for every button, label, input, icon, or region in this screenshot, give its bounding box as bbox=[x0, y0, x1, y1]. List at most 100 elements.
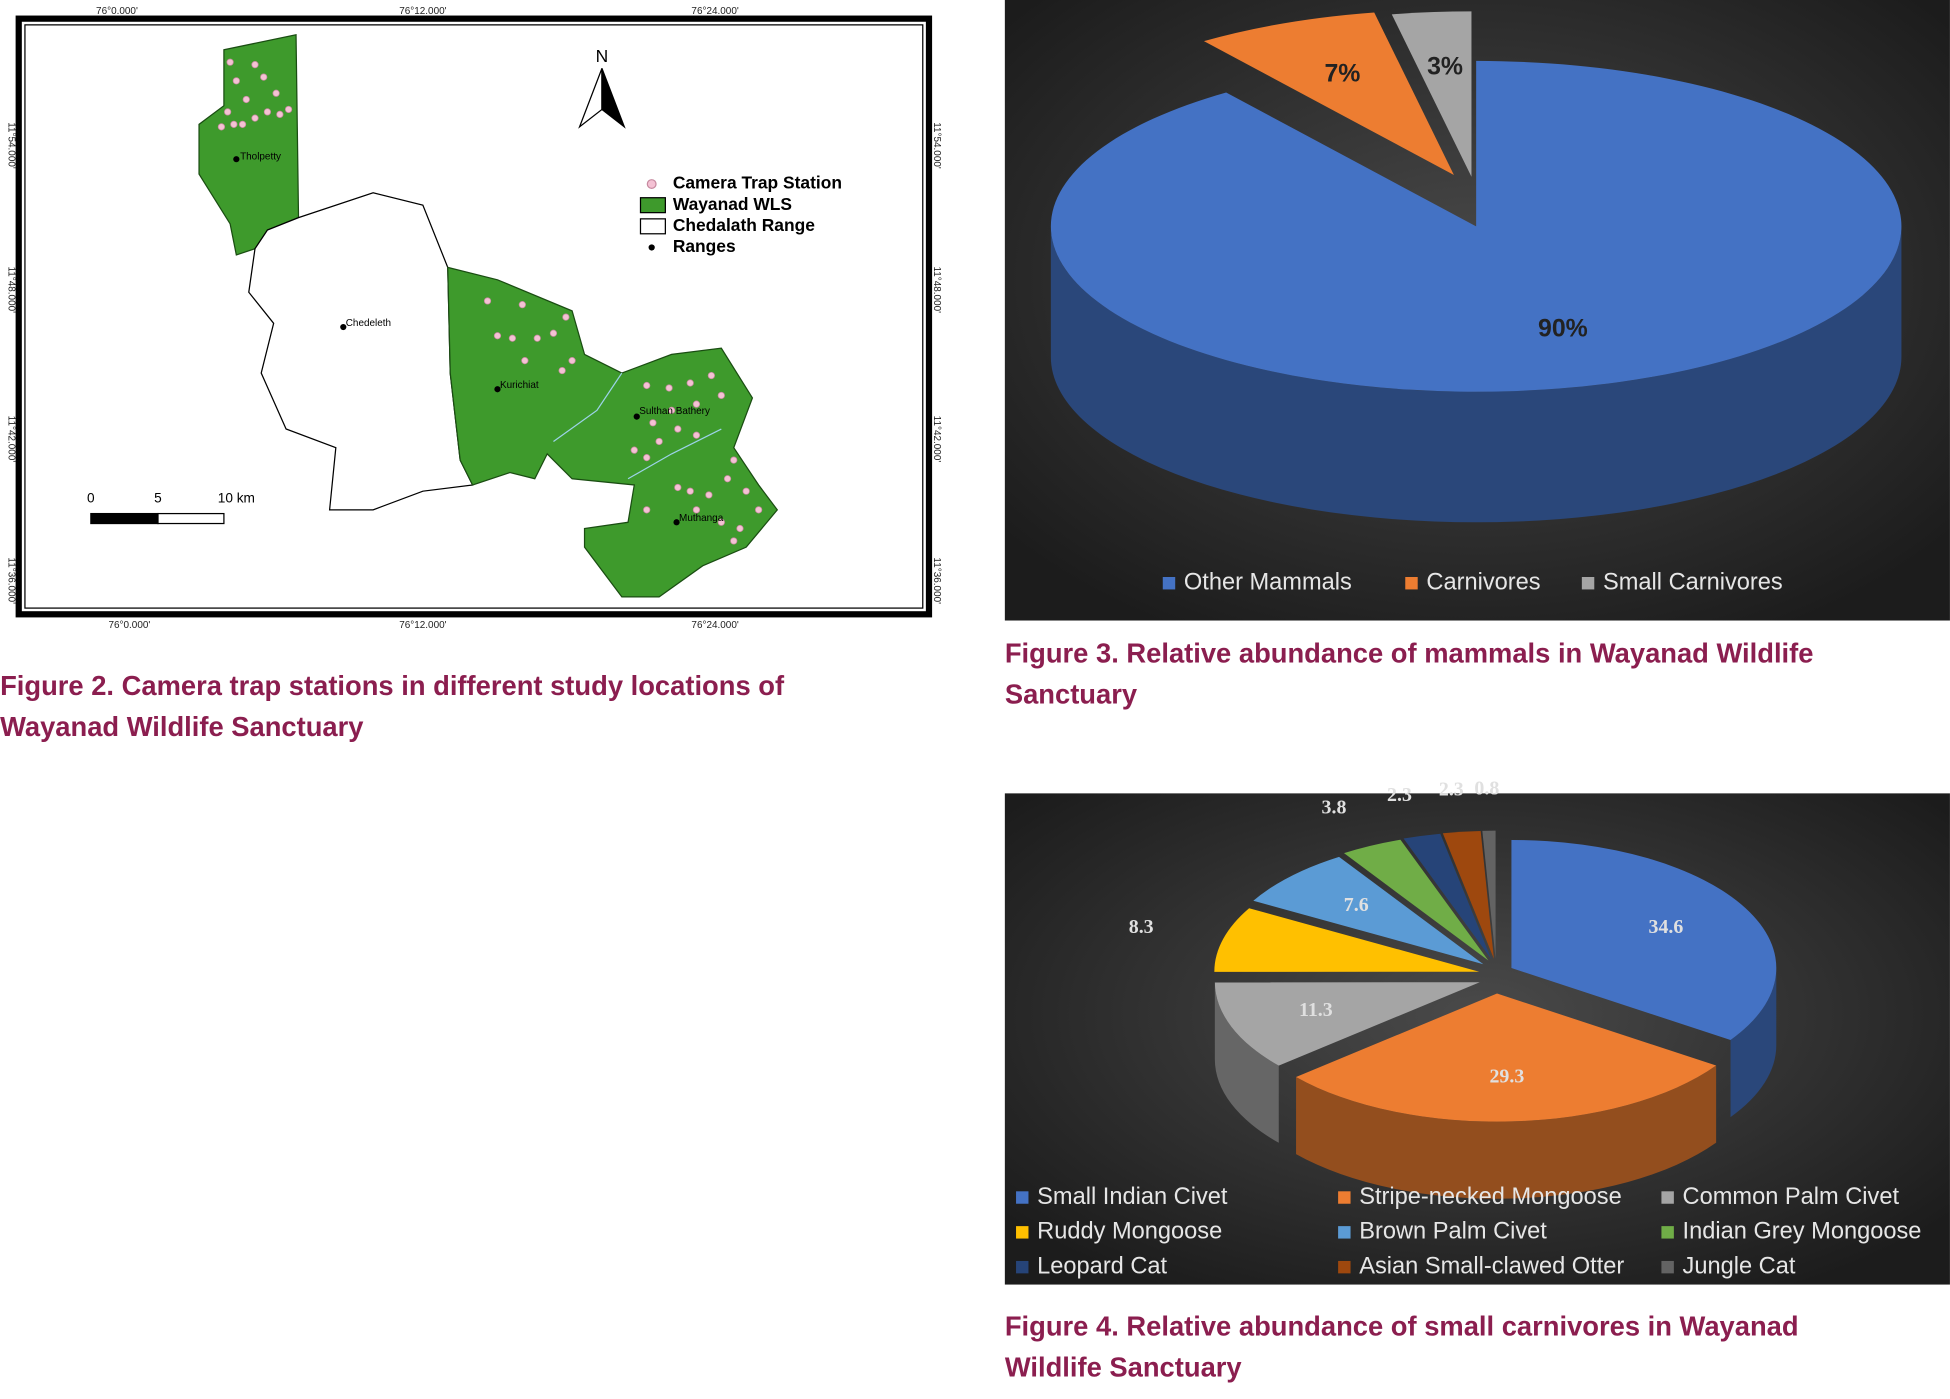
caption: Wildlife Sanctuary bbox=[1005, 1351, 1243, 1382]
north-label: N bbox=[596, 46, 609, 66]
legend-dot bbox=[647, 180, 656, 189]
legend-swatch bbox=[1582, 577, 1594, 589]
camera-trap bbox=[239, 121, 245, 127]
data-label: 2.3 bbox=[1439, 779, 1464, 801]
legend-label: Ruddy Mongoose bbox=[1037, 1219, 1222, 1245]
legend-swatch bbox=[1163, 577, 1175, 589]
caption: Figure 2. Camera trap stations in differ… bbox=[0, 670, 785, 701]
data-label: 0.8 bbox=[1474, 777, 1499, 799]
legend-label: Indian Grey Mongoose bbox=[1683, 1219, 1922, 1245]
data-label: 3.8 bbox=[1322, 796, 1347, 818]
camera-trap bbox=[724, 476, 730, 482]
camera-trap bbox=[675, 426, 681, 432]
lat-label: 11°48.000' bbox=[6, 266, 17, 313]
data-label: 7% bbox=[1324, 59, 1360, 87]
scale-label: 5 bbox=[154, 490, 162, 505]
camera-trap bbox=[260, 74, 266, 80]
data-label: 7.6 bbox=[1344, 894, 1369, 916]
legend-swatch bbox=[640, 198, 665, 213]
map-legend-label: Chedalath Range bbox=[673, 215, 815, 235]
data-label: 90% bbox=[1538, 315, 1588, 343]
camera-trap bbox=[666, 385, 672, 391]
camera-trap bbox=[285, 106, 291, 112]
data-label: 11.3 bbox=[1299, 999, 1333, 1021]
place-label: Kurichiat bbox=[500, 380, 539, 391]
data-label: 29.3 bbox=[1489, 1066, 1524, 1088]
legend-label: Carnivores bbox=[1426, 569, 1540, 595]
data-label: 8.3 bbox=[1129, 916, 1154, 938]
camera-trap bbox=[755, 507, 761, 513]
map-legend-label: Camera Trap Station bbox=[673, 173, 842, 193]
legend-label: Other Mammals bbox=[1184, 569, 1352, 595]
caption: Wayanad Wildlife Sanctuary bbox=[0, 711, 364, 742]
camera-trap bbox=[687, 380, 693, 386]
lat-label: 11°42.000' bbox=[931, 416, 942, 463]
map-legend-label: Wayanad WLS bbox=[673, 194, 792, 214]
legend-swatch bbox=[1661, 1191, 1673, 1203]
scale-label: 0 bbox=[87, 490, 95, 505]
camera-trap bbox=[534, 335, 540, 341]
place-label: Tholpetty bbox=[240, 151, 281, 162]
caption: Figure 3. Relative abundance of mammals … bbox=[1005, 638, 1814, 669]
camera-trap bbox=[693, 432, 699, 438]
camera-trap bbox=[509, 335, 515, 341]
camera-trap bbox=[631, 447, 637, 453]
camera-trap bbox=[743, 488, 749, 494]
lon-label: 76°24.000' bbox=[691, 620, 738, 631]
camera-trap bbox=[252, 115, 258, 121]
camera-trap bbox=[650, 420, 656, 426]
lat-label: 11°36.000' bbox=[6, 557, 17, 604]
legend-swatch bbox=[1661, 1226, 1673, 1238]
map-legend-label: Ranges bbox=[673, 236, 736, 256]
camera-trap bbox=[273, 90, 279, 96]
camera-trap bbox=[737, 525, 743, 531]
camera-trap bbox=[656, 438, 662, 444]
camera-trap bbox=[252, 61, 258, 67]
camera-trap bbox=[227, 59, 233, 65]
legend-swatch bbox=[1338, 1226, 1350, 1238]
camera-trap bbox=[550, 330, 556, 336]
legend-swatch bbox=[1338, 1191, 1350, 1203]
legend-swatch bbox=[1661, 1261, 1673, 1273]
lat-label: 11°54.000' bbox=[931, 122, 942, 169]
scale-label: 10 km bbox=[218, 490, 255, 505]
lat-label: 11°54.000' bbox=[6, 122, 17, 169]
camera-trap bbox=[559, 367, 565, 373]
legend-label: Jungle Cat bbox=[1683, 1253, 1796, 1279]
data-label: 2.3 bbox=[1387, 784, 1412, 806]
camera-trap bbox=[643, 382, 649, 388]
legend-label: Common Palm Civet bbox=[1683, 1184, 1900, 1210]
camera-trap bbox=[519, 301, 525, 307]
legend-swatch bbox=[640, 219, 665, 234]
place-label: Muthanga bbox=[679, 513, 724, 524]
camera-trap bbox=[218, 124, 224, 130]
camera-trap bbox=[494, 333, 500, 339]
lat-label: 11°42.000' bbox=[6, 416, 17, 463]
camera-trap bbox=[264, 109, 270, 115]
legend-swatch bbox=[1016, 1226, 1028, 1238]
legend-label: Stripe-necked Mongoose bbox=[1359, 1184, 1621, 1210]
place-label: Chedeleth bbox=[346, 318, 391, 329]
camera-trap bbox=[243, 96, 249, 102]
camera-trap bbox=[718, 392, 724, 398]
camera-trap bbox=[708, 372, 714, 378]
legend-swatch bbox=[1016, 1191, 1028, 1203]
camera-trap bbox=[675, 484, 681, 490]
map: 76°0.000' 76°12.000' 76°24.000' 76°0.000… bbox=[6, 6, 942, 631]
camera-trap bbox=[731, 538, 737, 544]
caption: Figure 4. Relative abundance of small ca… bbox=[1005, 1310, 1799, 1341]
lon-label: 76°12.000' bbox=[399, 620, 446, 631]
camera-trap bbox=[643, 454, 649, 460]
camera-trap bbox=[231, 121, 237, 127]
data-label: 3% bbox=[1427, 53, 1463, 81]
legend-swatch bbox=[1405, 577, 1417, 589]
legend-swatch bbox=[1338, 1261, 1350, 1273]
camera-trap bbox=[224, 109, 230, 115]
camera-trap bbox=[277, 111, 283, 117]
lon-label: 76°24.000' bbox=[691, 6, 738, 17]
lat-label: 11°36.000' bbox=[931, 557, 942, 604]
camera-trap bbox=[693, 507, 699, 513]
lon-label: 76°0.000' bbox=[108, 620, 150, 631]
